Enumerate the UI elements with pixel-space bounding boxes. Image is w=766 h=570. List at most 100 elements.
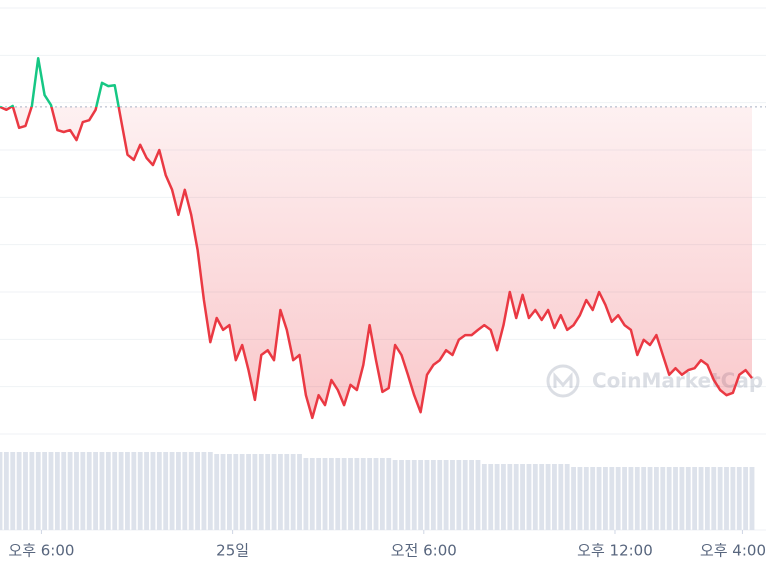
x-axis: 오후 6:00 25일 오전 6:00 오후 12:00 오후 4:00	[8, 530, 766, 560]
volume-bar	[220, 454, 226, 530]
volume-bar	[704, 467, 710, 530]
volume-bar	[335, 458, 341, 530]
volume-bar	[724, 467, 729, 530]
volume-bar	[144, 452, 149, 530]
volume-bar	[367, 458, 373, 530]
volume-bar	[462, 460, 468, 530]
volume-bar	[150, 452, 156, 530]
volume-bar	[54, 452, 60, 530]
volume-bar	[348, 458, 353, 530]
volume-bar	[112, 452, 118, 530]
volume-bar	[379, 458, 385, 530]
volume-bar	[405, 460, 411, 530]
volume-bar	[252, 454, 258, 530]
volume-bar	[692, 467, 698, 530]
volume-bar	[596, 467, 602, 530]
volume-bar	[558, 464, 564, 530]
x-tick-label: 오전 6:00	[391, 542, 457, 560]
volume-bar	[532, 464, 538, 530]
volume-bar	[163, 452, 169, 530]
volume-bar	[494, 464, 500, 530]
volume-bar	[730, 467, 736, 530]
volume-bar	[277, 454, 283, 530]
volume-bar	[424, 460, 430, 530]
volume-bar	[653, 467, 659, 530]
volume-bar	[239, 454, 245, 530]
volume-bar	[386, 458, 392, 530]
volume-bar	[176, 452, 181, 530]
volume-bar	[10, 452, 16, 530]
volume-bar	[137, 452, 143, 530]
volume-bar	[131, 452, 137, 530]
volume-bar	[411, 460, 417, 530]
volume-bar	[86, 452, 92, 530]
volume-bar	[507, 464, 513, 530]
volume-bar	[501, 464, 506, 530]
volume-bar	[265, 454, 271, 530]
volume-bar	[628, 467, 634, 530]
volume-bar	[303, 458, 309, 530]
volume-bar	[341, 458, 347, 530]
volume-bar	[0, 452, 3, 530]
volume-bar	[67, 452, 73, 530]
volume-bar	[23, 452, 28, 530]
volume-bar	[456, 460, 462, 530]
x-tick-label: 오후 4:00	[700, 542, 766, 560]
volume-bar	[488, 464, 494, 530]
volume-bar	[481, 464, 487, 530]
volume-bar	[564, 464, 570, 530]
volume-bar	[450, 460, 455, 530]
volume-bar	[736, 467, 742, 530]
volume-bars	[0, 452, 755, 530]
x-tick-label: 25일	[216, 542, 249, 560]
volume-bar	[583, 467, 589, 530]
volume-bar	[182, 452, 188, 530]
volume-bar	[227, 454, 232, 530]
volume-bar	[29, 452, 35, 530]
volume-bar	[622, 467, 627, 530]
volume-bar	[552, 464, 557, 530]
volume-bar	[443, 460, 449, 530]
volume-bar	[195, 452, 200, 530]
volume-bar	[328, 458, 334, 530]
volume-bar	[609, 467, 615, 530]
volume-bar	[360, 458, 366, 530]
volume-bar	[61, 452, 67, 530]
volume-bar	[373, 458, 379, 530]
area-fill	[0, 106, 752, 418]
volume-bar	[571, 467, 576, 530]
volume-bar	[615, 467, 621, 530]
volume-bar	[42, 452, 48, 530]
volume-bar	[214, 454, 220, 530]
volume-bar	[743, 467, 749, 530]
volume-bar	[698, 467, 704, 530]
volume-bar	[118, 452, 124, 530]
volume-bar	[647, 467, 653, 530]
volume-bar	[539, 464, 545, 530]
volume-bar	[520, 464, 525, 530]
volume-bar	[673, 467, 678, 530]
volume-bar	[169, 452, 175, 530]
volume-bar	[418, 460, 424, 530]
volume-bar	[201, 452, 207, 530]
volume-bar	[354, 458, 360, 530]
volume-bar	[590, 467, 596, 530]
volume-bar	[105, 452, 111, 530]
volume-bar	[16, 452, 22, 530]
x-tick-label: 오후 6:00	[8, 542, 74, 560]
volume-bar	[156, 452, 162, 530]
volume-bar	[271, 454, 277, 530]
volume-bar	[99, 452, 105, 530]
volume-bar	[246, 454, 251, 530]
volume-bar	[74, 452, 79, 530]
volume-bar	[233, 454, 239, 530]
volume-bar	[35, 452, 41, 530]
price-line	[0, 56, 753, 420]
volume-bar	[660, 467, 666, 530]
volume-bar	[685, 467, 691, 530]
x-tick-label: 오후 12:00	[577, 542, 653, 560]
volume-bar	[666, 467, 672, 530]
volume-bar	[290, 454, 296, 530]
volume-bar	[80, 452, 86, 530]
